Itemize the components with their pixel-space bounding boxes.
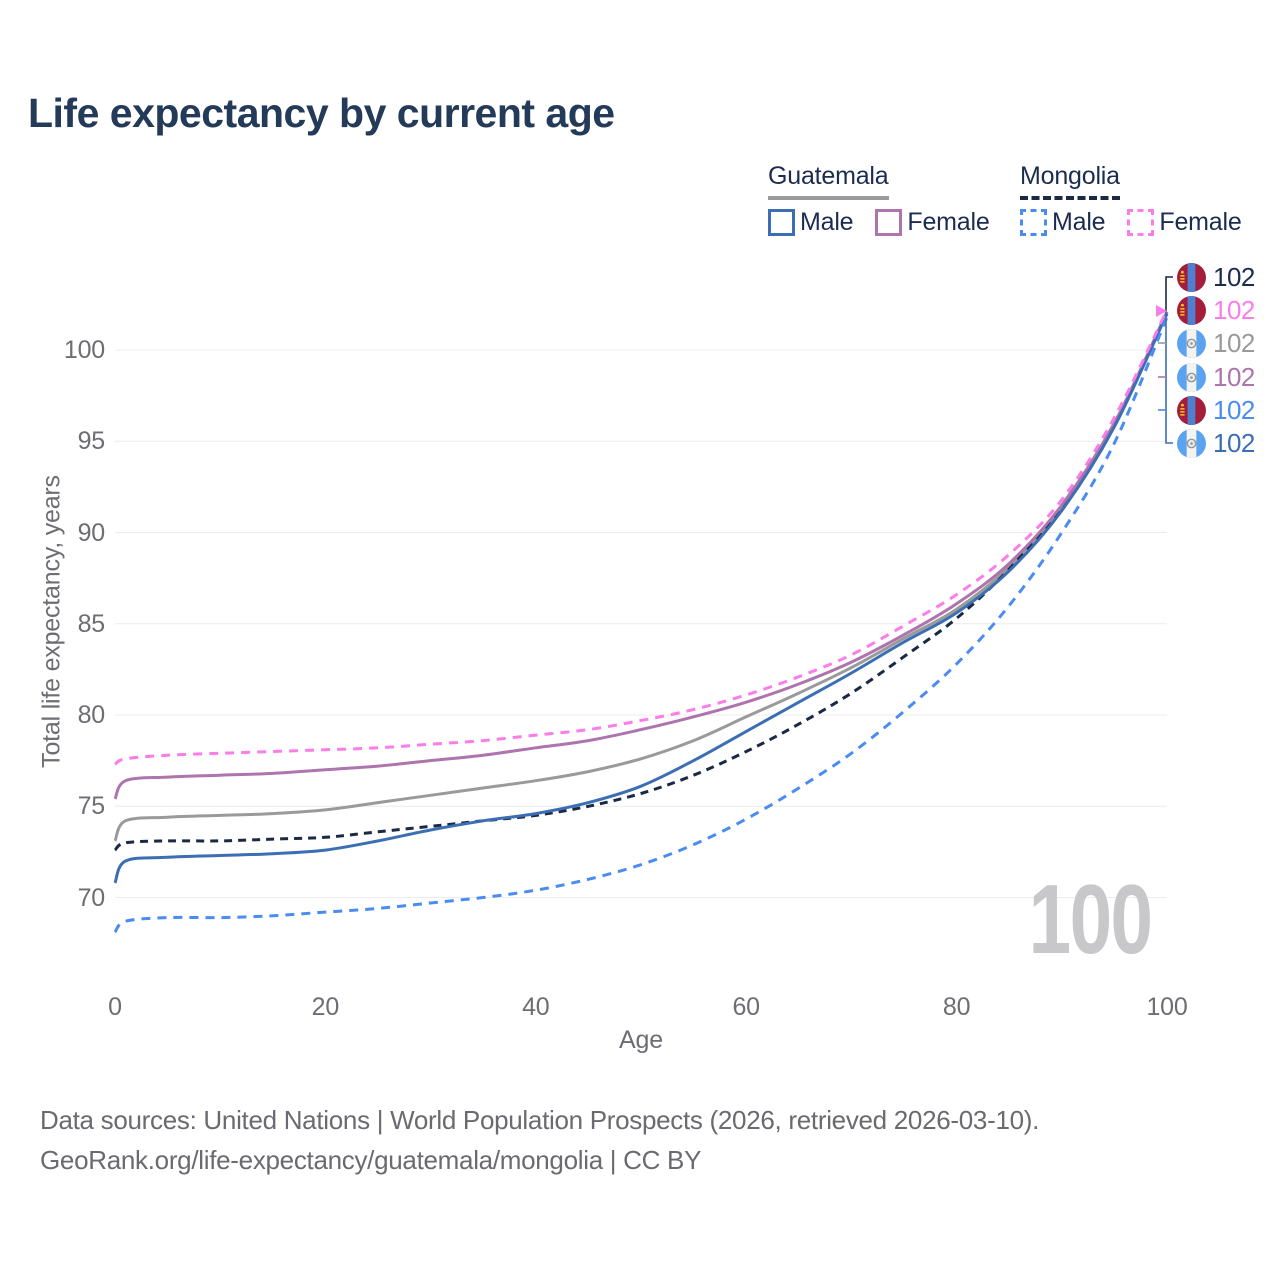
leader-line <box>1165 276 1173 311</box>
legend-item-guatemala-female[interactable]: Female <box>875 208 990 237</box>
legend-swatch <box>875 209 903 236</box>
end-label-value: 102 <box>1213 361 1255 392</box>
attribution-text: GeoRank.org/life-expectancy/guatemala/mo… <box>40 1145 702 1175</box>
mongolia-flag-icon <box>1177 395 1206 425</box>
x-tick-label: 40 <box>522 993 550 1021</box>
y-tick-label: 80 <box>77 701 106 729</box>
legend-group-guatemala: Guatemala Male Female <box>768 162 990 237</box>
end-label-value: 102 <box>1213 261 1255 292</box>
legend-group-mongolia: Mongolia Male Female <box>1020 162 1242 237</box>
page-title: Life expectancy by current age <box>28 90 615 136</box>
end-label-value: 102 <box>1213 394 1255 425</box>
end-label-guatemala-female[interactable]: 102 <box>1177 361 1255 393</box>
legend-swatch <box>1020 209 1047 236</box>
y-axis-title: Total life expectancy, years <box>37 475 66 768</box>
legend-items-mongolia: Male Female <box>1020 208 1242 237</box>
series-line-guatemala-male[interactable] <box>113 312 1169 884</box>
legend-items-guatemala: Male Female <box>768 208 990 237</box>
gridlines <box>115 349 1167 898</box>
legend-item-mongolia-male[interactable]: Male <box>1020 208 1106 237</box>
leader-lines <box>1156 276 1173 444</box>
y-tick-label: 100 <box>63 336 105 364</box>
leader-line <box>1165 311 1173 444</box>
series-line-mongolia-both[interactable] <box>113 312 1169 852</box>
y-tick-label: 90 <box>77 518 106 547</box>
guatemala-flag-icon <box>1177 328 1206 358</box>
x-axis-title: Age <box>619 1026 663 1054</box>
legend-item-mongolia-female[interactable]: Female <box>1127 208 1242 237</box>
y-tick-label: 75 <box>77 792 106 821</box>
x-tick-label: 100 <box>1146 993 1188 1021</box>
data-sources-text: Data sources: United Nations | World Pop… <box>40 1105 1040 1135</box>
end-label-mongolia-both[interactable]: 102 <box>1177 261 1255 293</box>
guatemala-flag-icon <box>1177 362 1206 392</box>
x-tick-label: 60 <box>732 993 760 1021</box>
series-line-guatemala-female[interactable] <box>113 311 1169 800</box>
end-label-value: 102 <box>1213 427 1255 458</box>
y-tick-label: 70 <box>77 883 106 912</box>
legend-swatch <box>1127 209 1155 236</box>
end-label-guatemala-both[interactable]: 102 <box>1177 327 1255 359</box>
end-label-guatemala-male[interactable]: 102 <box>1177 427 1255 459</box>
legend-item-guatemala-male[interactable]: Male <box>768 208 854 237</box>
legend-item-label: Female <box>1159 208 1242 236</box>
end-label-value: 102 <box>1213 327 1255 358</box>
series-line-mongolia-male[interactable] <box>113 316 1169 934</box>
legend-item-label: Female <box>907 208 990 236</box>
x-tick-label: 80 <box>942 993 971 1021</box>
legend-item-label: Male <box>800 208 854 236</box>
legend-country-guatemala[interactable]: Guatemala <box>768 162 889 200</box>
x-tick-label: 0 <box>108 993 122 1021</box>
mongolia-flag-icon <box>1177 295 1206 325</box>
legend-item-label: Male <box>1052 208 1106 236</box>
x-tick-label: 20 <box>311 993 340 1021</box>
series-line-guatemala-both[interactable] <box>113 312 1169 842</box>
guatemala-flag-icon <box>1177 428 1206 458</box>
legend-country-mongolia[interactable]: Mongolia <box>1020 162 1120 200</box>
series-line-mongolia-female[interactable] <box>114 309 1169 766</box>
end-label-mongolia-male[interactable]: 102 <box>1177 394 1255 426</box>
y-tick-label: 95 <box>77 427 106 456</box>
legend-swatch <box>768 209 795 236</box>
arrow-icon <box>1156 305 1167 317</box>
end-label-mongolia-female[interactable]: 102 <box>1177 294 1255 326</box>
age-cursor-watermark: 100 <box>1029 864 1153 974</box>
end-label-value: 102 <box>1213 294 1255 325</box>
y-tick-label: 85 <box>77 609 106 638</box>
mongolia-flag-icon <box>1177 262 1206 292</box>
